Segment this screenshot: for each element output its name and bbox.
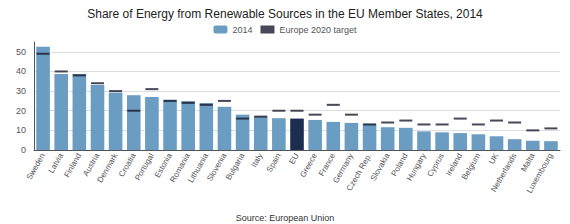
svg-text:Netherlands: Netherlands (489, 152, 518, 194)
svg-text:Bulgaria: Bulgaria (224, 151, 247, 181)
svg-text:Denmark: Denmark (96, 152, 120, 185)
svg-text:Share of Energy from Renewable: Share of Energy from Renewable Sources i… (87, 7, 483, 21)
svg-text:Estonia: Estonia (152, 151, 174, 180)
svg-text:Source: European Union: Source: European Union (236, 213, 335, 223)
svg-text:UK: UK (487, 151, 501, 166)
svg-text:2014: 2014 (232, 25, 252, 35)
svg-text:Slovakia: Slovakia (369, 151, 392, 182)
svg-text:Poland: Poland (389, 151, 410, 178)
svg-text:EU: EU (288, 152, 301, 166)
svg-text:Italy: Italy (249, 152, 264, 169)
svg-text:Sweden: Sweden (25, 152, 47, 181)
svg-text:Croatia: Croatia (117, 151, 138, 179)
svg-text:Greece: Greece (298, 151, 319, 179)
svg-text:Germany: Germany (331, 151, 356, 185)
svg-text:Malta: Malta (519, 151, 537, 173)
svg-text:Latvia: Latvia (47, 151, 66, 174)
svg-text:Ireland: Ireland (444, 151, 465, 178)
svg-text:30: 30 (16, 86, 26, 96)
svg-text:Austria: Austria (81, 151, 102, 178)
svg-text:Spain: Spain (265, 152, 283, 174)
svg-text:Lithuania: Lithuania (186, 151, 211, 185)
svg-text:Czech Rep.: Czech Rep. (345, 152, 374, 193)
svg-text:40: 40 (16, 66, 26, 76)
svg-text:Hungary: Hungary (405, 152, 428, 183)
svg-text:50: 50 (16, 47, 26, 57)
svg-text:Belgium: Belgium (460, 151, 482, 181)
svg-text:Finland: Finland (62, 152, 83, 179)
svg-text:Portugal: Portugal (133, 152, 156, 182)
svg-text:20: 20 (16, 106, 26, 116)
svg-text:0: 0 (21, 145, 26, 155)
svg-text:Slovenia: Slovenia (205, 151, 229, 183)
svg-text:Europe 2020 target: Europe 2020 target (279, 25, 357, 35)
svg-text:Luxembourg: Luxembourg (525, 152, 555, 195)
svg-text:Romania: Romania (168, 151, 193, 184)
svg-text:Cyprus: Cyprus (426, 152, 446, 178)
svg-text:France: France (316, 151, 338, 178)
svg-text:10: 10 (16, 125, 26, 135)
